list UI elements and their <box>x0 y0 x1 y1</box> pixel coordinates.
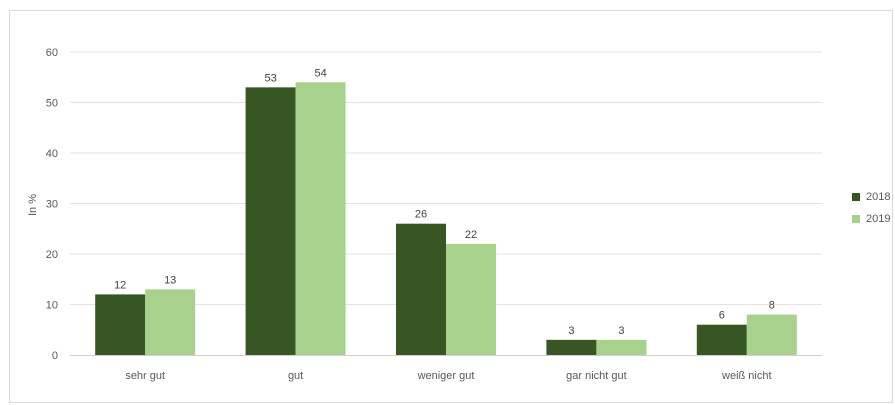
bar-2018-0 <box>95 294 146 355</box>
bar-2019-0 <box>145 289 196 355</box>
legend: 2018 2019 <box>852 186 890 230</box>
bar-2018-2 <box>396 223 446 355</box>
data-label-2018-3: 3 <box>568 325 574 337</box>
data-label-2019-3: 3 <box>618 325 624 337</box>
bar-2019-4 <box>746 314 797 355</box>
data-label-2019-2: 22 <box>465 229 477 241</box>
bar-2018-4 <box>696 324 747 355</box>
category-labels: sehr gut gut weniger gut gar nicht gut weiß … <box>125 370 771 382</box>
data-labels: 12 13 53 54 26 22 3 3 6 8 <box>114 67 775 337</box>
y-tick-label: 50 <box>46 98 58 110</box>
data-label-2018-2: 26 <box>415 209 427 221</box>
bar-2018-1 <box>245 87 296 355</box>
gridlines <box>70 51 822 305</box>
category-label: gar nicht gut <box>566 370 627 382</box>
y-axis-tick-labels: 0 10 20 30 40 50 60 <box>46 47 58 362</box>
y-tick-label: 40 <box>46 148 58 160</box>
legend-label-2018: 2018 <box>866 191 891 203</box>
data-label-2018-0: 12 <box>114 279 126 291</box>
data-label-2018-1: 53 <box>264 72 276 84</box>
legend-swatch-2018 <box>852 193 860 201</box>
y-tick-label: 60 <box>46 47 58 59</box>
bar-2019-2 <box>446 243 496 355</box>
legend-swatch-2019 <box>852 215 860 223</box>
data-label-2019-4: 8 <box>769 300 775 312</box>
bar-2019-1 <box>295 82 346 356</box>
bar-2018-3 <box>546 339 597 355</box>
data-label-2019-0: 13 <box>164 274 176 286</box>
category-label: sehr gut <box>125 370 165 382</box>
legend-item-2018: 2018 <box>852 186 890 208</box>
data-label-2018-4: 6 <box>719 310 725 322</box>
category-label: weiß nicht <box>721 370 772 382</box>
y-tick-label: 30 <box>46 199 58 211</box>
legend-label-2019: 2019 <box>866 213 891 225</box>
category-label: weniger gut <box>417 370 475 382</box>
y-tick-label: 0 <box>52 350 58 362</box>
data-label-2019-1: 54 <box>314 67 326 79</box>
category-label: gut <box>288 370 303 382</box>
legend-item-2019: 2019 <box>852 208 890 230</box>
y-tick-label: 20 <box>46 249 58 261</box>
bar-2019-3 <box>596 339 647 355</box>
y-tick-label: 10 <box>46 300 58 312</box>
bars <box>95 82 797 356</box>
y-axis-title: In % <box>27 194 39 216</box>
